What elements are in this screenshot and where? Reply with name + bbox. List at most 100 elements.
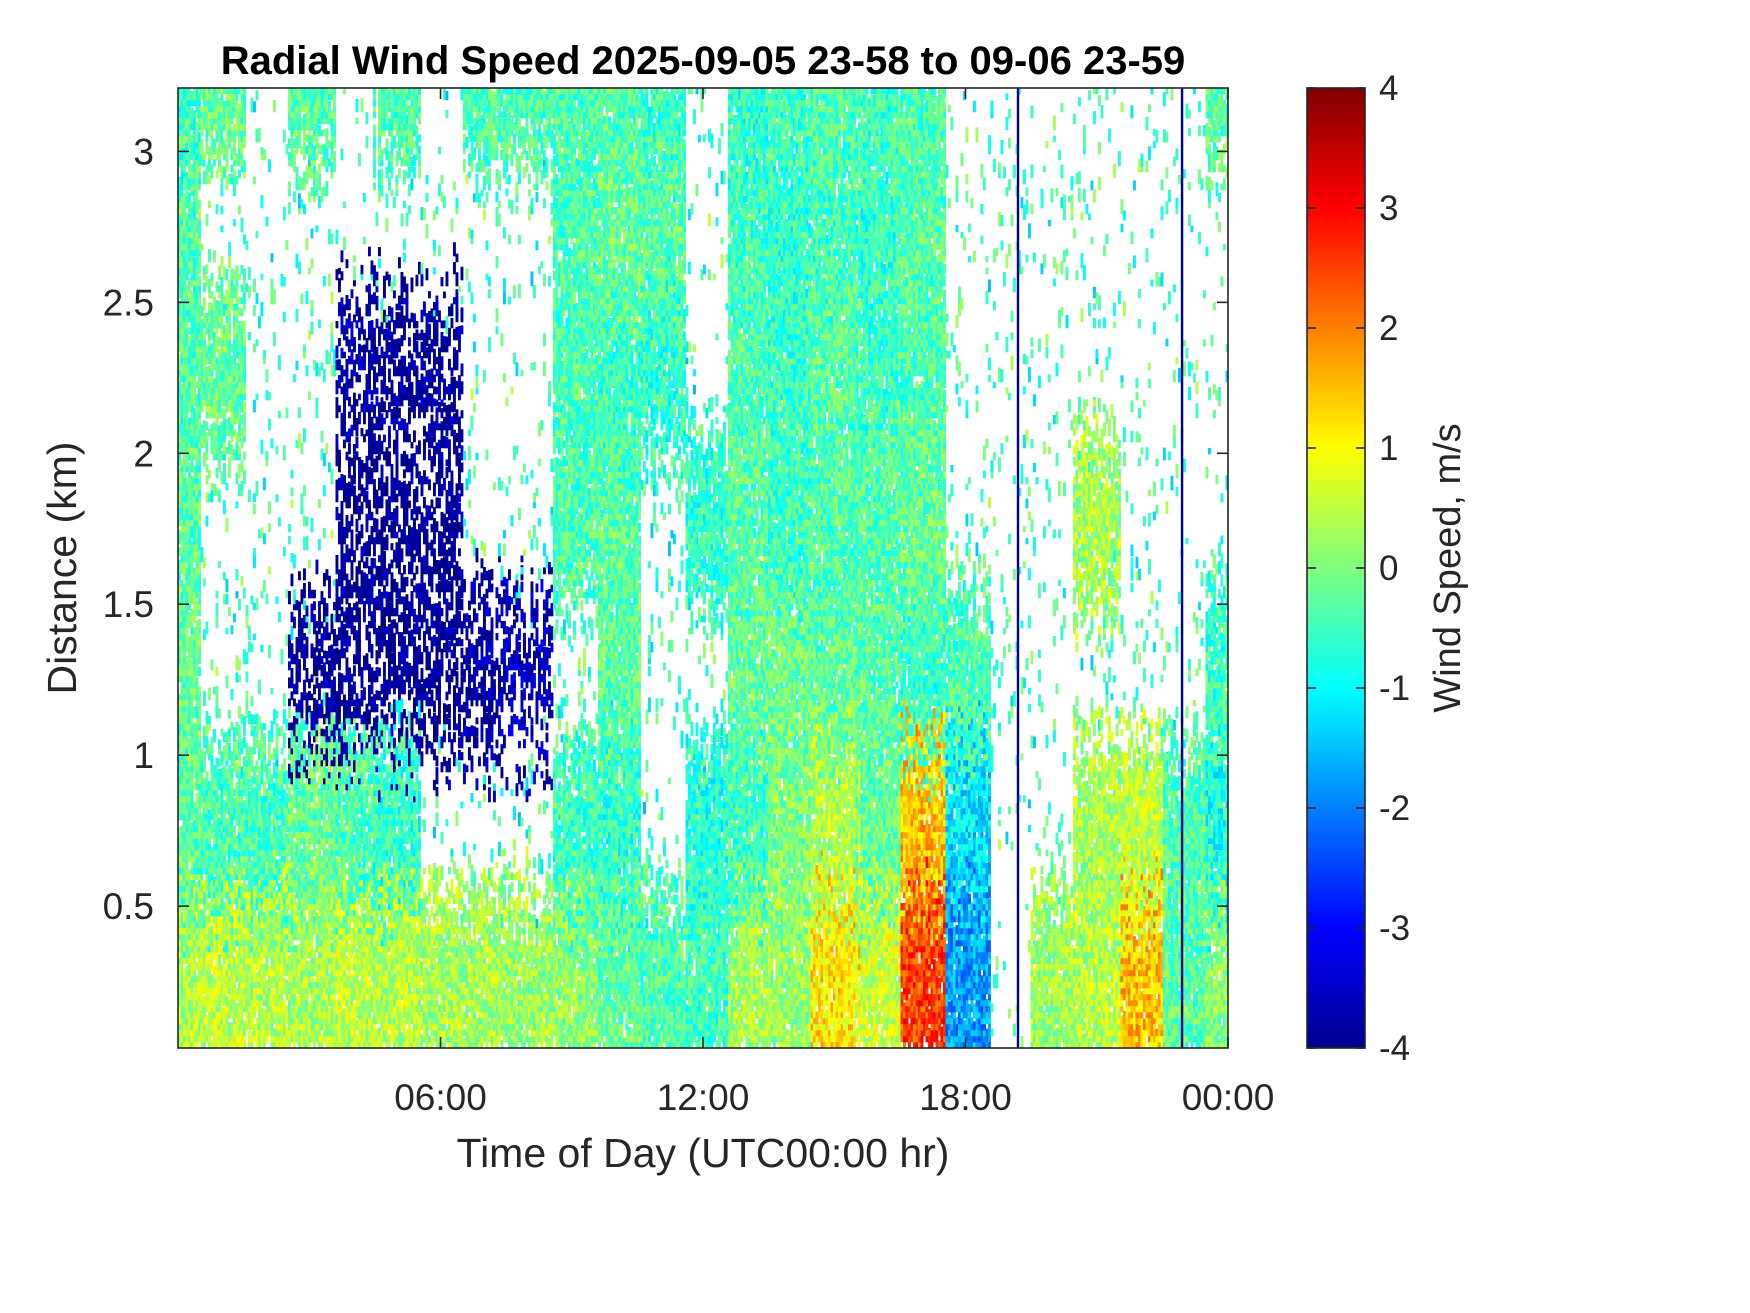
- heatmap-cell: [265, 950, 269, 965]
- heatmap-cell: [253, 602, 256, 611]
- heatmap-cell: [305, 705, 309, 713]
- heatmap-cell: [313, 195, 316, 203]
- heatmap-cell: [195, 782, 199, 791]
- heatmap-cell: [218, 103, 221, 113]
- heatmap-cell: [188, 380, 191, 389]
- heatmap-cell: [188, 697, 191, 707]
- heatmap-cell: [235, 672, 239, 683]
- heatmap-cell: [293, 850, 296, 863]
- heatmap-cell: [253, 503, 256, 515]
- heatmap-cell: [195, 174, 199, 185]
- heatmap-cell: [198, 161, 201, 173]
- heatmap-cell: [203, 986, 206, 995]
- heatmap-cell: [185, 417, 189, 425]
- heatmap-cell: [193, 89, 196, 101]
- heatmap-cell: [203, 777, 206, 791]
- heatmap-cell: [265, 979, 269, 989]
- heatmap-cell: [195, 442, 199, 455]
- heatmap-cell: [248, 641, 251, 653]
- heatmap-cell: [210, 963, 214, 971]
- heatmap-cell: [195, 805, 199, 815]
- heatmap-cell: [188, 754, 191, 767]
- heatmap-cell: [183, 399, 186, 413]
- heatmap-cell: [293, 373, 296, 383]
- heatmap-cell: [213, 1040, 216, 1048]
- heatmap-cell: [228, 331, 231, 341]
- heatmap-cell: [320, 665, 324, 677]
- heatmap-cell: [223, 879, 226, 887]
- heatmap-cell: [200, 139, 204, 149]
- heatmap-cell: [243, 901, 246, 911]
- heatmap-cell: [205, 1024, 209, 1037]
- heatmap-cell: [295, 833, 299, 845]
- heatmap-cell: [190, 526, 194, 539]
- heatmap-cell: [208, 826, 211, 839]
- heatmap-cell: [245, 937, 249, 947]
- heatmap-cell: [288, 747, 291, 755]
- heatmap-cell: [198, 919, 201, 929]
- heatmap-cell: [238, 838, 241, 851]
- heatmap-cell: [220, 1041, 224, 1048]
- heatmap-cell: [268, 644, 271, 659]
- heatmap-cell: [240, 883, 244, 893]
- heatmap-cell: [218, 877, 221, 887]
- heatmap-cell: [205, 802, 209, 815]
- heatmap-cell: [190, 754, 194, 767]
- heatmap-cell: [263, 477, 266, 491]
- heatmap-cell: [213, 319, 216, 329]
- heatmap-cell: [198, 871, 201, 881]
- heatmap-cell: [290, 932, 294, 947]
- heatmap-cell: [230, 799, 234, 809]
- heatmap-cell: [220, 407, 224, 419]
- heatmap-cell: [205, 432, 209, 443]
- heatmap-cell: [330, 109, 334, 119]
- heatmap-cell: [258, 925, 261, 941]
- heatmap-cell: [290, 573, 294, 587]
- heatmap-cell: [190, 384, 194, 395]
- heatmap-cell: [318, 319, 321, 329]
- heatmap-cell: [230, 396, 234, 407]
- heatmap-cell: [293, 981, 296, 989]
- heatmap-cell: [268, 867, 271, 875]
- heatmap-cell: [303, 515, 306, 527]
- heatmap-cell: [240, 345, 244, 353]
- heatmap-cell: [223, 88, 226, 95]
- heatmap-cell: [260, 936, 264, 947]
- heatmap-cell: [303, 753, 306, 767]
- heatmap-cell: [183, 202, 186, 215]
- heatmap-cell: [208, 97, 211, 107]
- heatmap-cell: [193, 936, 196, 947]
- heatmap-cell: [203, 1034, 206, 1043]
- heatmap-cell: [178, 216, 181, 227]
- heatmap-cell: [233, 830, 236, 839]
- heatmap-cell: [315, 151, 319, 161]
- heatmap-cell: [188, 1015, 191, 1031]
- heatmap-cell: [195, 1016, 199, 1031]
- heatmap-cell: [180, 982, 184, 995]
- heatmap-cell: [300, 199, 304, 209]
- heatmap-cell: [190, 575, 194, 587]
- heatmap-cell: [210, 98, 214, 107]
- heatmap-cell: [238, 321, 241, 335]
- heatmap-cell: [203, 432, 206, 443]
- heatmap-cell: [238, 908, 241, 917]
- heatmap-cell: [318, 499, 321, 509]
- heatmap-cell: [180, 566, 184, 575]
- heatmap-cell: [293, 841, 296, 851]
- heatmap-cell: [263, 843, 266, 851]
- heatmap-cell: [228, 111, 231, 119]
- heatmap-cell: [278, 911, 281, 923]
- heatmap-cell: [225, 731, 229, 743]
- heatmap-cell: [300, 617, 304, 629]
- heatmap-cell: [215, 703, 219, 719]
- heatmap-cell: [218, 758, 221, 767]
- heatmap-cell: [223, 386, 226, 395]
- heatmap-cell: [198, 855, 201, 863]
- heatmap-cell: [243, 871, 246, 881]
- heatmap-cell: [208, 887, 211, 899]
- heatmap-cell: [230, 1033, 234, 1043]
- heatmap-cell: [223, 336, 226, 347]
- heatmap-cell: [190, 321, 194, 329]
- heatmap-cell: [200, 324, 204, 335]
- heatmap-cell: [203, 839, 206, 851]
